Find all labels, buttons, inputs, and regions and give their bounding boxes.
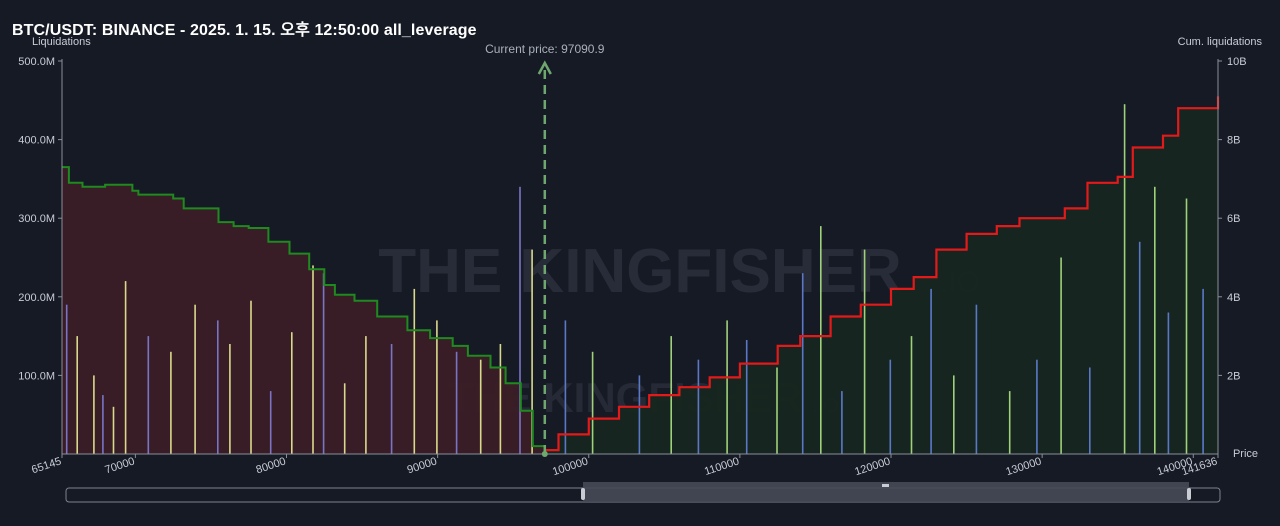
bar-above-price	[863, 249, 866, 454]
bar-below-price	[499, 344, 502, 454]
right-axis-title: Cum. liquidations	[1178, 36, 1263, 48]
left-axis-title: Liquidations	[32, 36, 91, 48]
bar-above-price	[1060, 257, 1062, 454]
bar-below-price	[124, 281, 127, 454]
bar-above-price	[776, 367, 778, 454]
bar-below-price	[269, 391, 272, 454]
bar-above-price	[697, 359, 700, 454]
bar-above-price	[975, 304, 978, 454]
bar-above-price	[1089, 367, 1091, 454]
bar-below-price	[343, 383, 346, 454]
chart-title: BTC/USDT: BINANCE - 2025. 1. 15. 오후 12:5…	[12, 22, 477, 39]
bar-below-price	[147, 336, 150, 454]
bar-below-price	[322, 273, 325, 454]
x-tick-label: 120000	[853, 455, 892, 478]
bar-below-price	[170, 351, 172, 454]
cumulative-long-liq-line	[62, 166, 546, 454]
x-tick-label: 110000	[703, 455, 741, 478]
bar-below-price	[531, 249, 533, 454]
bar-below-price	[112, 406, 115, 454]
liquidation-bars	[65, 104, 1204, 455]
bar-below-price	[413, 288, 416, 454]
current-price-dot	[541, 451, 548, 457]
bar-below-price	[390, 344, 393, 454]
right-tick-label: 10B	[1227, 56, 1247, 68]
bar-below-price	[102, 395, 104, 454]
scroller-right-handle	[1187, 488, 1191, 500]
bar-below-price	[365, 336, 367, 454]
left-tick-label: 200.0M	[18, 292, 55, 304]
cumulative-long-liq-area	[62, 167, 545, 454]
bar-below-price	[291, 332, 293, 454]
bar-above-price	[930, 288, 932, 454]
x-tick-label: 130000	[1004, 455, 1043, 478]
bar-above-price	[910, 336, 913, 454]
bar-below-price	[250, 300, 252, 454]
right-tick-label: 6B	[1227, 213, 1240, 225]
left-tick-label: 500.0M	[18, 56, 55, 68]
bar-below-price	[76, 336, 78, 454]
bar-above-price	[638, 375, 641, 454]
bar-below-price	[479, 359, 482, 454]
cumulative-lines	[62, 96, 1220, 454]
cumulative-short-liq-line	[544, 96, 1220, 452]
bar-above-price	[1154, 186, 1156, 455]
x-tick-label: 90000	[406, 455, 439, 476]
bar-above-price	[591, 351, 594, 454]
left-tick-label: 100.0M	[18, 370, 55, 382]
bar-above-price	[1167, 312, 1170, 454]
x-tick-label: 70000	[103, 455, 136, 476]
bar-below-price	[519, 186, 521, 455]
bar-below-price	[229, 344, 231, 454]
bar-above-price	[820, 226, 822, 454]
right-tick-label: 2B	[1227, 370, 1240, 382]
left-tick-label: 400.0M	[18, 135, 55, 147]
current-price-label: Current price: 97090.9	[485, 42, 605, 56]
current-price-arrow	[537, 60, 552, 75]
watermark-brand: THE KINGFISHER	[378, 237, 902, 306]
cumulative-short-liq-area	[544, 96, 1218, 455]
bar-below-price	[217, 320, 219, 454]
cumulative-areas	[62, 96, 1218, 455]
bar-above-price	[564, 320, 567, 454]
bar-below-price	[93, 375, 95, 454]
bar-above-price	[1138, 241, 1141, 454]
bar-below-price	[65, 304, 68, 454]
bar-below-price	[436, 320, 438, 454]
bar-above-price	[726, 320, 728, 454]
bar-above-price	[889, 359, 892, 454]
x-tick-label: 65145	[30, 455, 63, 476]
bar-below-price	[312, 265, 314, 454]
x-tick-label: 100000	[551, 455, 590, 478]
left-tick-label: 300.0M	[18, 213, 55, 225]
bar-above-price	[841, 391, 843, 454]
bar-above-price	[1185, 198, 1188, 454]
x-tick-label: 80000	[255, 455, 288, 476]
bar-above-price	[1008, 391, 1011, 454]
bar-above-price	[745, 340, 748, 454]
range-scroller[interactable]	[65, 482, 1221, 503]
scroller-grip	[882, 484, 889, 487]
right-tick-label: 4B	[1227, 292, 1240, 304]
bar-below-price	[455, 351, 458, 454]
scroller-selection	[583, 482, 1189, 502]
x-axis-title: Price	[1233, 448, 1258, 460]
scroller-left-handle	[581, 488, 585, 500]
bar-above-price	[1202, 288, 1204, 454]
bar-above-price	[1036, 359, 1038, 454]
right-tick-label: 8B	[1227, 135, 1240, 147]
current-price-marker: Current price: 97090.9	[485, 42, 605, 457]
bar-below-price	[194, 304, 196, 454]
bar-above-price	[953, 375, 955, 454]
bar-above-price	[1123, 104, 1126, 454]
bar-above-price	[801, 273, 804, 454]
